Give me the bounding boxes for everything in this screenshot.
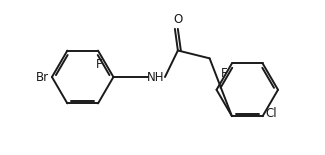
Text: F: F: [96, 58, 102, 71]
Text: F: F: [221, 67, 228, 80]
Text: O: O: [173, 13, 183, 26]
Text: Cl: Cl: [266, 107, 277, 120]
Text: NH: NH: [147, 71, 165, 84]
Text: Br: Br: [36, 71, 49, 84]
